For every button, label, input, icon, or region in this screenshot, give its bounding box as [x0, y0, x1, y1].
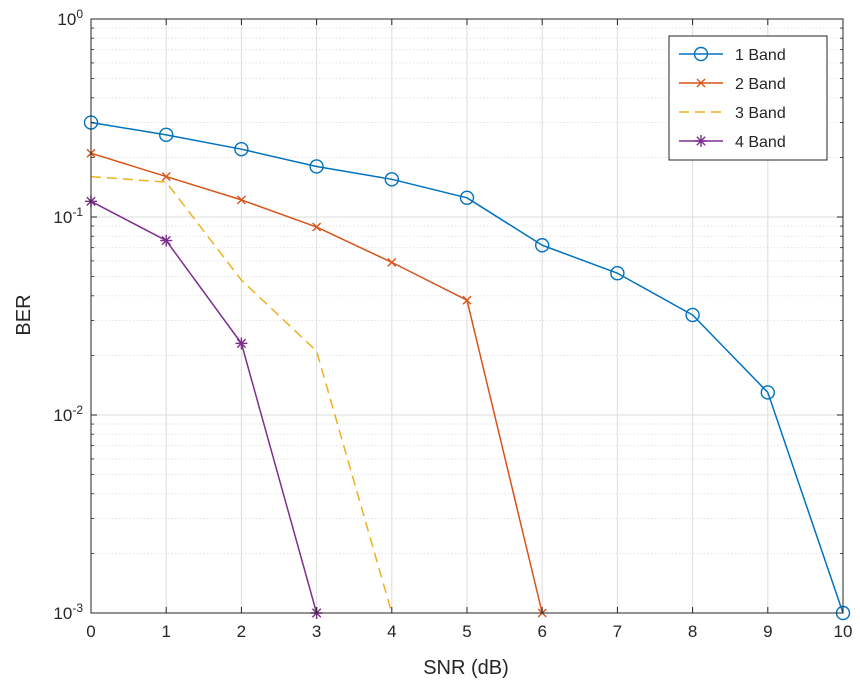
- data-point: [312, 222, 322, 232]
- data-point: [161, 172, 171, 182]
- plot-series: [83, 115, 851, 621]
- y-tick-label: 10-3: [53, 601, 83, 623]
- data-point: [235, 337, 248, 350]
- series-1: [83, 115, 851, 621]
- legend-label: 4 Band: [735, 134, 786, 151]
- x-tick-label: 6: [537, 622, 546, 641]
- y-tick-label: 100: [57, 7, 83, 29]
- y-tick-label: 10-1: [53, 205, 83, 227]
- y-tick-label: 10-2: [53, 403, 83, 425]
- legend-swatch-marker: [696, 78, 706, 88]
- data-point: [236, 195, 246, 205]
- legend-entry-4: 4 Band: [679, 134, 786, 151]
- series-line: [90, 200, 318, 614]
- series-line: [90, 175, 393, 614]
- x-tick-label: 9: [763, 622, 772, 641]
- axis-ticks: 0 1 2 3 4 5 6 7 8 9 10 10-3 10-2 10-1 100: [53, 7, 852, 641]
- series-line: [90, 121, 844, 614]
- x-tick-label: 4: [387, 622, 396, 641]
- legend-entry-1: 1 Band: [679, 46, 786, 64]
- x-tick-label: 5: [462, 622, 471, 641]
- data-point: [234, 142, 249, 157]
- data-point: [158, 127, 174, 143]
- x-tick-label: 10: [834, 622, 853, 641]
- data-point: [760, 385, 775, 400]
- x-tick-label: 0: [86, 622, 95, 641]
- y-axis-label: BER: [13, 294, 35, 335]
- data-point: [160, 234, 173, 247]
- legend-entry-2: 2 Band: [679, 76, 786, 93]
- series-3: [90, 175, 393, 614]
- data-point: [384, 172, 399, 187]
- x-tick-label: 8: [688, 622, 697, 641]
- legend-entry-3: 3 Band: [679, 105, 786, 122]
- legend-label: 3 Band: [735, 105, 786, 122]
- series-2: [86, 148, 547, 618]
- data-point: [535, 238, 550, 253]
- data-point: [610, 266, 625, 281]
- data-point: [387, 257, 397, 267]
- x-tick-label: 2: [237, 622, 246, 641]
- x-axis-label: SNR (dB): [423, 657, 509, 679]
- x-tick-label: 7: [613, 622, 622, 641]
- legend-swatch-marker: [693, 46, 709, 62]
- data-point: [459, 190, 475, 206]
- legend-label: 2 Band: [735, 76, 786, 93]
- legend-swatch-marker: [695, 135, 707, 147]
- x-tick-label: 3: [312, 622, 321, 641]
- data-point: [309, 159, 324, 174]
- data-point: [685, 307, 700, 323]
- x-tick-label: 1: [161, 622, 170, 641]
- legend: 1 Band 2 Band 3 Band 4 Band: [668, 35, 828, 161]
- data-point: [462, 295, 472, 305]
- legend-label: 1 Band: [735, 47, 786, 64]
